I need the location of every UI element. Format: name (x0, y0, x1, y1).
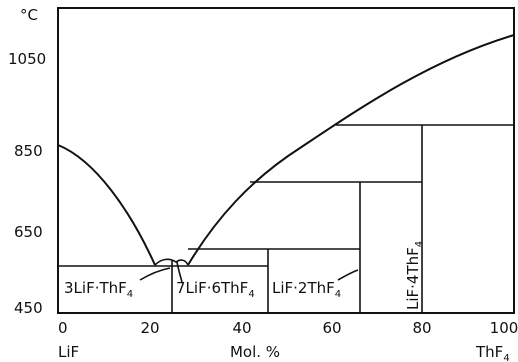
x-label-mol-percent: Mol. % (230, 343, 280, 361)
x-tick-label: 80 (412, 319, 431, 337)
y-tick-label: 1050 (8, 50, 46, 68)
y-tick-label: 450 (14, 299, 43, 317)
leader-line-7lif (176, 261, 183, 283)
x-tick-label: 60 (322, 319, 341, 337)
leader-line-lif2thf4 (337, 269, 359, 281)
leader-line-3lif (139, 267, 171, 281)
x-tick-label: 0 (58, 319, 68, 337)
x-tick-label: 100 (490, 319, 518, 337)
compound-label-3lif-thf4: 3LiF·ThF4 (64, 279, 133, 300)
compound-label-7lif-6thf4: 7LiF·6ThF4 (176, 279, 255, 300)
liquidus-curve-left (57, 144, 156, 266)
x-label-lif: LiF (58, 343, 79, 361)
x-tick-label: 20 (140, 319, 159, 337)
y-tick-label: 650 (14, 223, 43, 241)
compound-label-lif-2thf4: LiF·2ThF4 (272, 279, 341, 300)
plot-frame (57, 7, 515, 314)
y-axis-unit: °C (20, 6, 38, 24)
x-label-thf4: ThF4 (475, 343, 510, 362)
y-tick-label: 850 (14, 142, 43, 160)
compound-label-lif-4thf4: LiF·4ThF4 (404, 241, 425, 310)
x-tick-label: 40 (232, 319, 251, 337)
liquidus-peritectic-segment (154, 258, 189, 266)
liquidus-curve-right (187, 34, 515, 266)
